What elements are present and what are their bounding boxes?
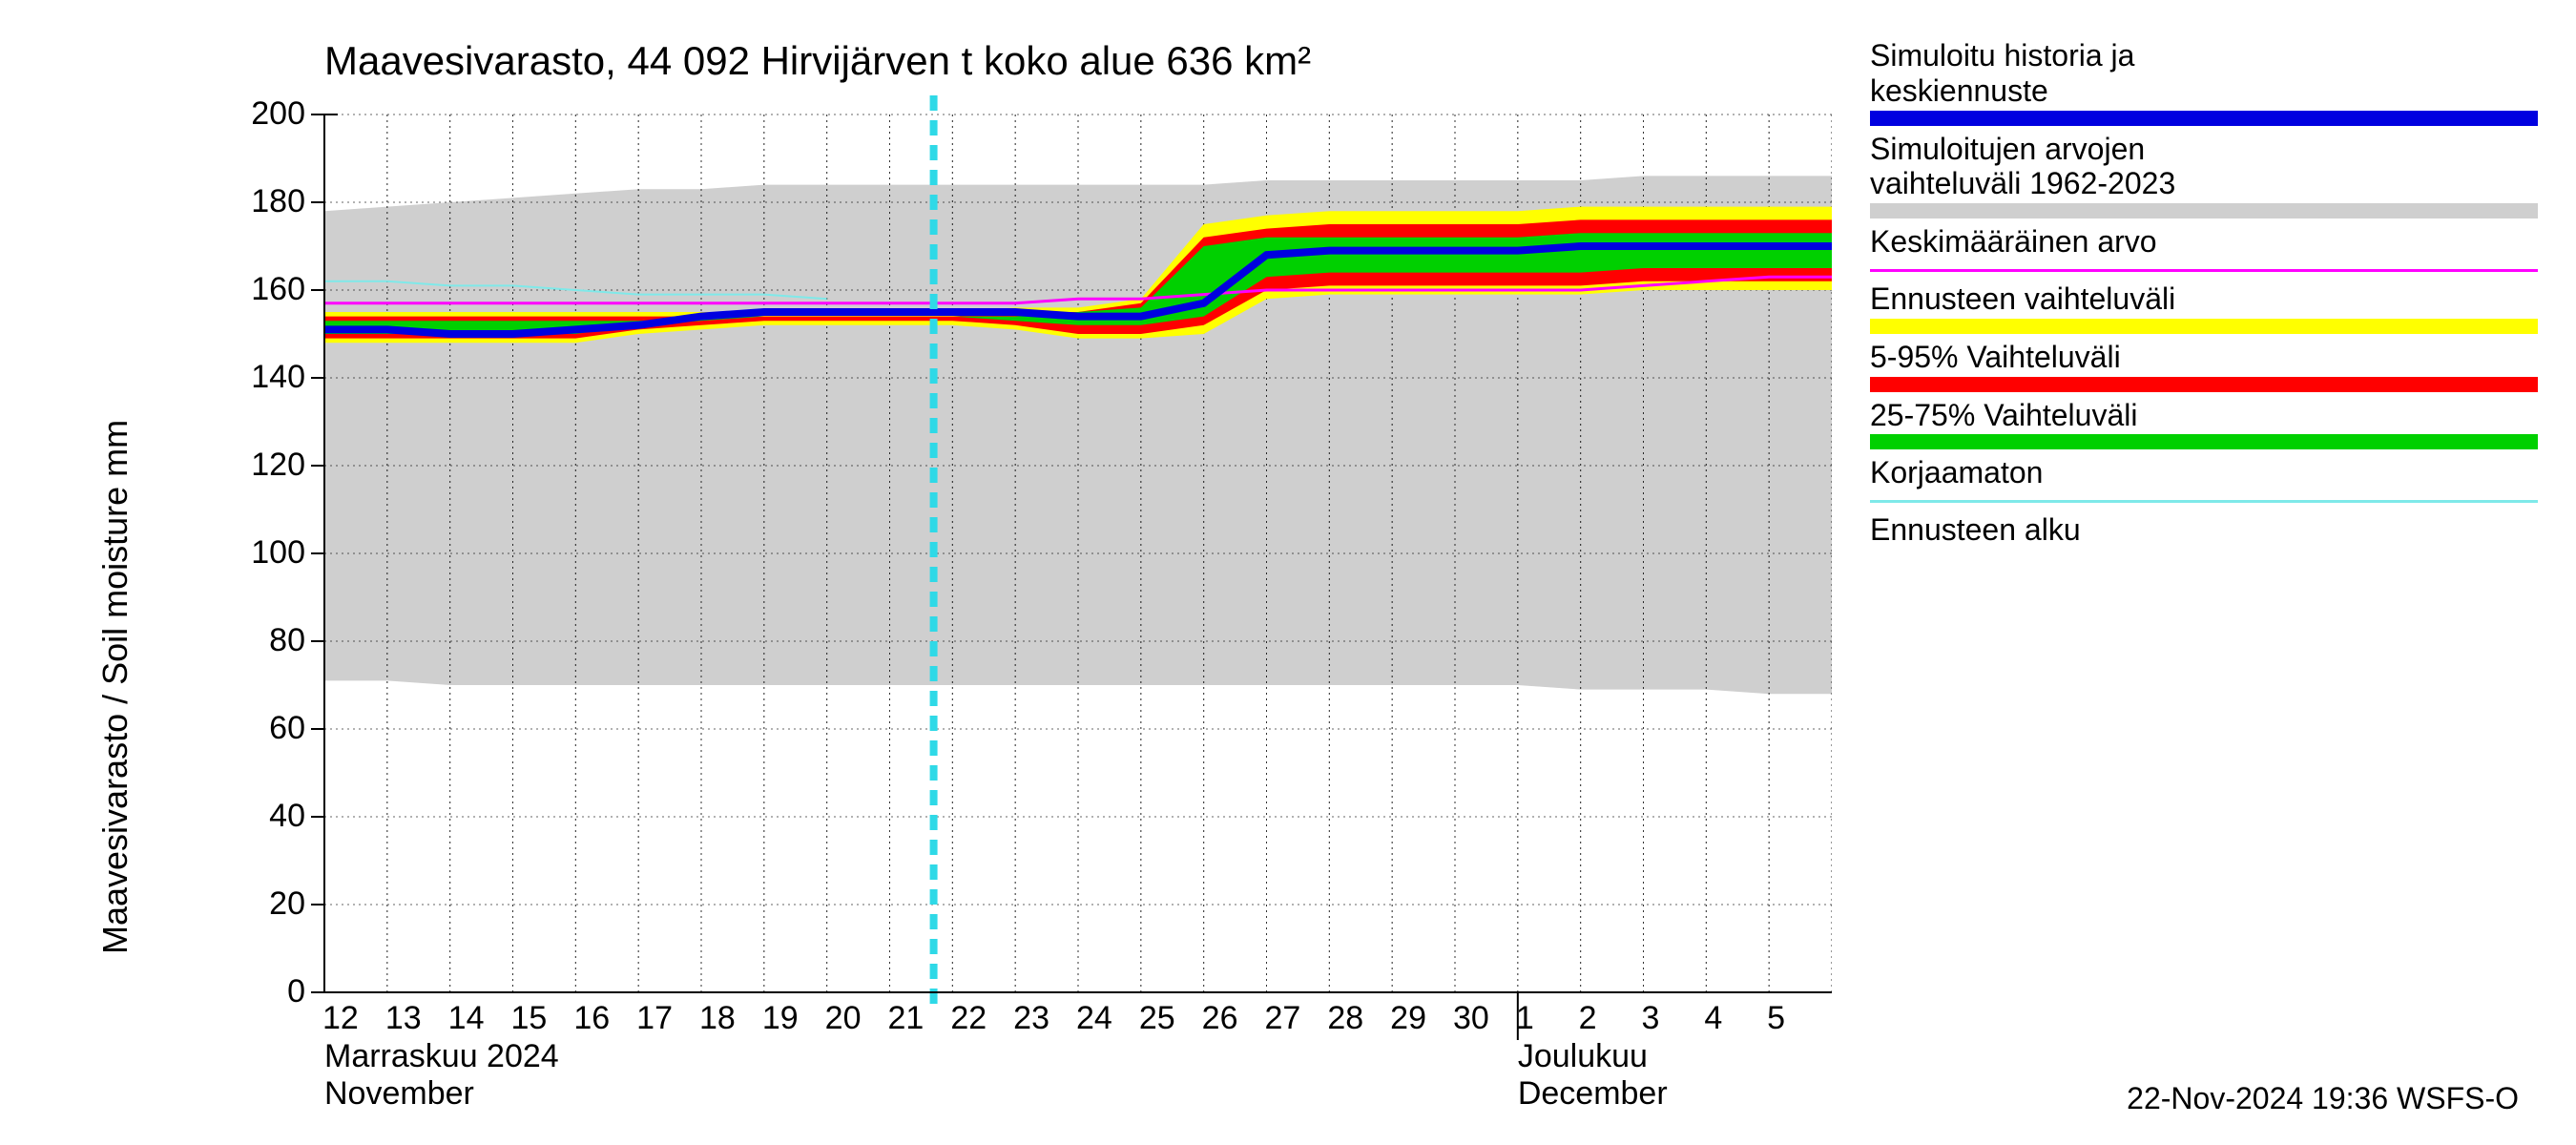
x-tick-label: 5 (1767, 1000, 1785, 1037)
legend-item: Korjaamaton (1870, 455, 2538, 503)
chart-area: Maavesivarasto, 44 092 Hirvijärven t kok… (57, 38, 1832, 1088)
x-tick-label: 21 (888, 1000, 924, 1037)
x-tick-label: 26 (1202, 1000, 1238, 1037)
legend-swatch (1870, 319, 2538, 334)
legend-item: Simuloitujen arvojenvaihteluväli 1962-20… (1870, 132, 2538, 219)
y-tick-label: 20 (269, 885, 305, 923)
x-tick-label: 27 (1265, 1000, 1301, 1037)
y-tick-label: 0 (287, 973, 305, 1010)
x-tick-label: 18 (699, 1000, 736, 1037)
legend-item: Keskimääräinen arvo (1870, 224, 2538, 272)
legend-label: Simuloitujen arvojenvaihteluväli 1962-20… (1870, 132, 2538, 202)
x-tick-label: 23 (1013, 1000, 1049, 1037)
y-tick-label: 120 (251, 447, 305, 484)
x-tick-label: 3 (1642, 1000, 1660, 1037)
legend-label: 5-95% Vaihteluväli (1870, 340, 2538, 375)
plot-svg (57, 38, 1832, 1088)
x-tick-label: 24 (1076, 1000, 1112, 1037)
y-tick-label: 60 (269, 710, 305, 747)
legend-label: Ennusteen vaihteluväli (1870, 281, 2538, 317)
legend-swatch (1870, 111, 2538, 126)
legend-label: Korjaamaton (1870, 455, 2538, 490)
x-tick-label: 13 (385, 1000, 422, 1037)
legend-label: Keskimääräinen arvo (1870, 224, 2538, 260)
y-tick-label: 160 (251, 271, 305, 308)
legend-item: 25-75% Vaihteluväli (1870, 398, 2538, 450)
x-tick-label: 14 (448, 1000, 485, 1037)
legend-label: 25-75% Vaihteluväli (1870, 398, 2538, 433)
legend-label: Ennusteen alku (1870, 512, 2538, 548)
legend-item: Ennusteen alku (1870, 512, 2538, 565)
x-tick-label: 4 (1704, 1000, 1722, 1037)
y-tick-label: 180 (251, 183, 305, 220)
y-tick-label: 140 (251, 359, 305, 396)
legend-swatch (1870, 269, 2538, 272)
y-tick-label: 40 (269, 798, 305, 835)
legend-item: 5-95% Vaihteluväli (1870, 340, 2538, 392)
chart-page: Maavesivarasto, 44 092 Hirvijärven t kok… (0, 0, 2576, 1145)
x-tick-label: 29 (1390, 1000, 1426, 1037)
legend-item: Simuloitu historia jakeskiennuste (1870, 38, 2538, 126)
generation-timestamp: 22-Nov-2024 19:36 WSFS-O (2127, 1081, 2519, 1116)
x-tick-label: 20 (825, 1000, 862, 1037)
legend-swatch (1870, 553, 2538, 565)
legend-swatch (1870, 434, 2538, 449)
x-tick-label: 19 (762, 1000, 799, 1037)
x-tick-label: 28 (1327, 1000, 1363, 1037)
x-tick-label: 22 (950, 1000, 987, 1037)
x-tick-label: 15 (511, 1000, 548, 1037)
x-tick-label: 1 (1516, 1000, 1534, 1037)
x-tick-label: 2 (1579, 1000, 1597, 1037)
legend-swatch (1870, 377, 2538, 392)
legend-area: Simuloitu historia jakeskiennuste Simuloi… (1870, 38, 2538, 571)
legend-swatch (1870, 500, 2538, 503)
legend-item: Ennusteen vaihteluväli (1870, 281, 2538, 334)
month-label: JoulukuuDecember (1518, 1038, 1668, 1113)
x-tick-label: 17 (636, 1000, 673, 1037)
legend-label: Simuloitu historia jakeskiennuste (1870, 38, 2538, 109)
legend-swatch (1870, 203, 2538, 219)
x-tick-label: 12 (322, 1000, 359, 1037)
x-tick-label: 30 (1453, 1000, 1489, 1037)
x-tick-label: 25 (1139, 1000, 1175, 1037)
y-tick-label: 100 (251, 534, 305, 572)
x-tick-label: 16 (573, 1000, 610, 1037)
month-label: Marraskuu 2024November (324, 1038, 559, 1113)
y-tick-label: 80 (269, 622, 305, 659)
y-tick-label: 200 (251, 95, 305, 133)
